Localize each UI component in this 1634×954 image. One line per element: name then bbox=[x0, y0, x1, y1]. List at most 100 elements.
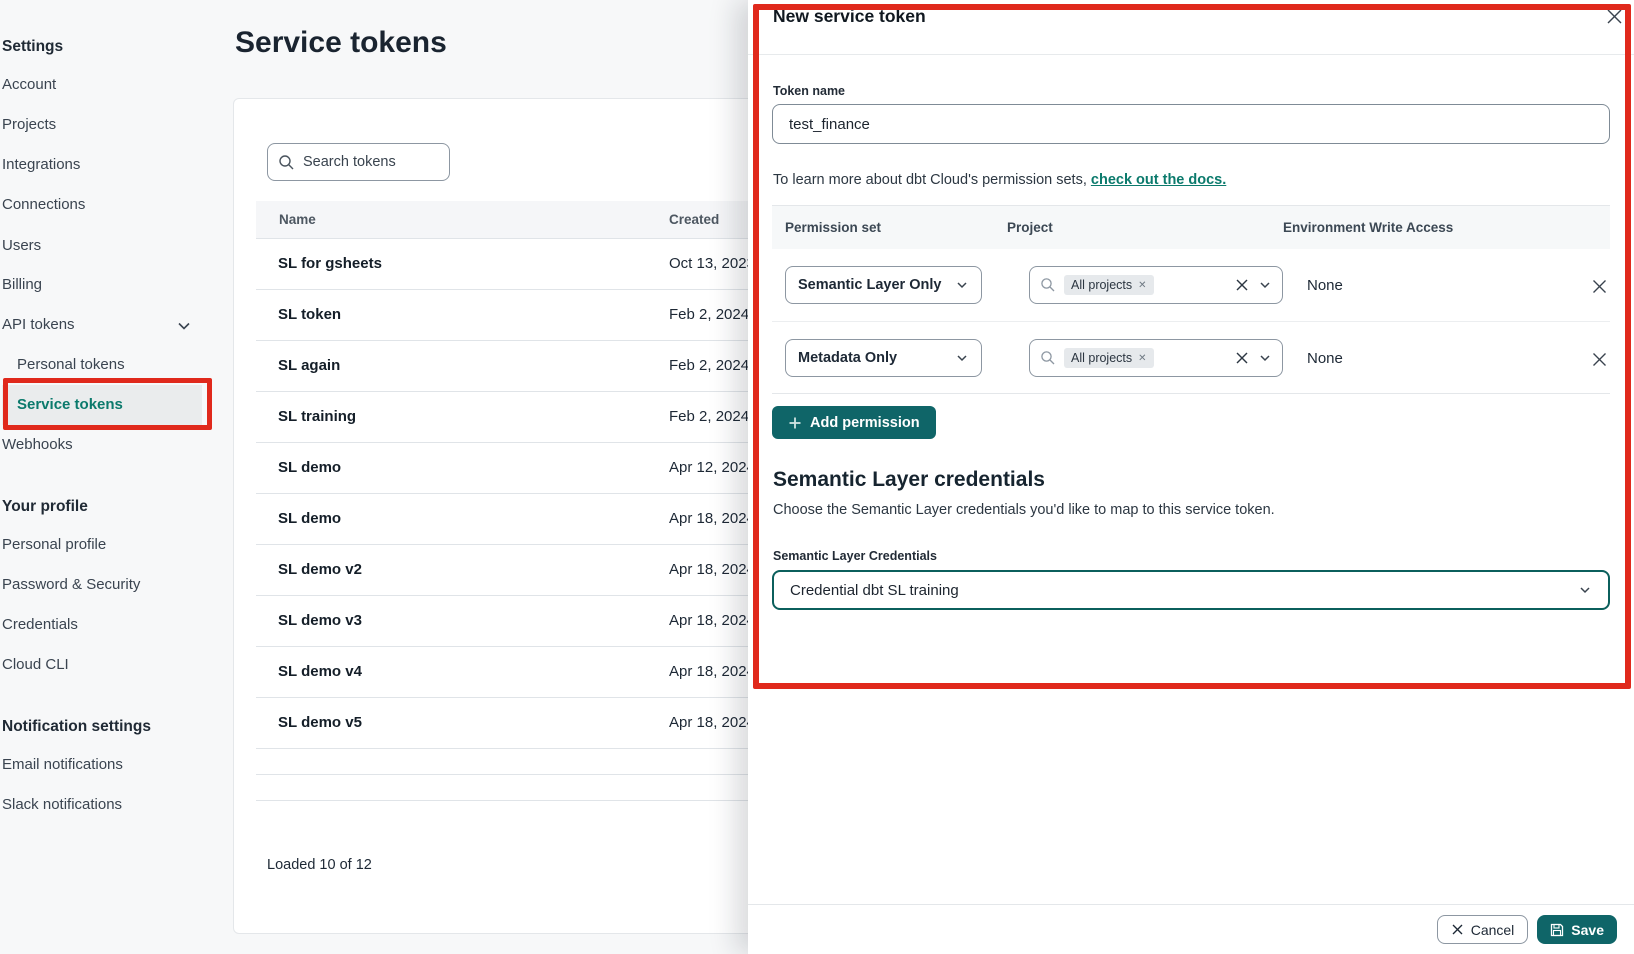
token-created: Apr 18, 2024, bbox=[669, 612, 760, 629]
sidebar-item-email-notifications[interactable]: Email notifications bbox=[2, 756, 123, 773]
token-name: SL demo bbox=[278, 510, 342, 527]
save-button[interactable]: Save bbox=[1537, 915, 1617, 944]
sidebar-item-users[interactable]: Users bbox=[2, 237, 42, 254]
token-created: Apr 18, 2024, bbox=[669, 714, 760, 731]
token-name-input[interactable] bbox=[772, 104, 1610, 144]
token-created: Oct 13, 2023, bbox=[669, 255, 760, 272]
sidebar-item-integrations[interactable]: Integrations bbox=[2, 156, 81, 173]
sidebar-item-projects[interactable]: Projects bbox=[2, 116, 57, 133]
remove-permission-icon[interactable] bbox=[1588, 348, 1610, 370]
project-chip[interactable]: All projects ✕ bbox=[1064, 348, 1154, 368]
chip-remove-icon[interactable]: ✕ bbox=[1138, 279, 1147, 291]
drawer-footer: Cancel Save bbox=[748, 904, 1634, 954]
sidebar-item-personal-profile[interactable]: Personal profile bbox=[2, 536, 107, 553]
docs-link[interactable]: check out the docs. bbox=[1090, 172, 1227, 188]
token-name-label: Token name bbox=[773, 84, 846, 98]
permission-docs-text: To learn more about dbt Cloud's permissi… bbox=[773, 172, 1226, 188]
token-name: SL token bbox=[278, 306, 342, 323]
sidebar-item-account[interactable]: Account bbox=[2, 76, 57, 93]
clear-selection-icon[interactable] bbox=[1234, 350, 1250, 366]
token-created: Apr 18, 2024, bbox=[669, 561, 760, 578]
sidebar-heading-your-profile: Your profile bbox=[2, 498, 88, 515]
token-created: Feb 2, 2024, 2 bbox=[669, 408, 766, 425]
drawer-header: New service token bbox=[748, 0, 1634, 55]
semantic-layer-credentials-select[interactable]: Credential dbt SL training bbox=[772, 570, 1610, 610]
token-name: SL demo v5 bbox=[278, 714, 362, 731]
permission-row: Semantic Layer Only All projects ✕ None bbox=[772, 249, 1610, 321]
semantic-layer-credentials-description: Choose the Semantic Layer credentials yo… bbox=[773, 502, 1275, 518]
sidebar-item-password-security[interactable]: Password & Security bbox=[2, 576, 141, 593]
permissions-table-header: Permission set Project Environment Write… bbox=[772, 205, 1610, 249]
remove-permission-icon[interactable] bbox=[1588, 275, 1610, 297]
save-label: Save bbox=[1571, 921, 1604, 938]
sidebar-item-api-tokens[interactable]: API tokens bbox=[2, 316, 75, 333]
close-icon[interactable] bbox=[1600, 2, 1628, 30]
chevron-down-icon bbox=[955, 278, 969, 292]
drawer-title: New service token bbox=[773, 6, 926, 26]
project-chip[interactable]: All projects ✕ bbox=[1064, 275, 1154, 295]
token-created: Feb 2, 2024, 1 bbox=[669, 306, 766, 323]
permission-set-select[interactable]: Semantic Layer Only bbox=[785, 266, 982, 304]
semantic-layer-credentials-label: Semantic Layer Credentials bbox=[773, 549, 937, 563]
clear-selection-icon[interactable] bbox=[1234, 277, 1250, 293]
chevron-down-icon bbox=[955, 351, 969, 365]
token-name: SL demo v2 bbox=[278, 561, 362, 578]
token-name: SL for gsheets bbox=[278, 255, 382, 272]
token-name: SL training bbox=[278, 408, 357, 425]
settings-sidebar: Settings Account Projects Integrations C… bbox=[0, 0, 212, 954]
sidebar-item-personal-tokens[interactable]: Personal tokens bbox=[17, 356, 125, 373]
project-multiselect[interactable]: All projects ✕ bbox=[1029, 266, 1283, 304]
permission-set-value: Semantic Layer Only bbox=[798, 277, 942, 293]
chip-remove-icon[interactable]: ✕ bbox=[1138, 352, 1147, 364]
search-tokens-box[interactable] bbox=[267, 143, 450, 181]
sidebar-item-webhooks[interactable]: Webhooks bbox=[2, 436, 73, 453]
column-header-name: Name bbox=[279, 212, 316, 227]
token-name: SL again bbox=[278, 357, 341, 374]
token-name: SL demo bbox=[278, 459, 342, 476]
chevron-down-icon[interactable] bbox=[176, 318, 192, 339]
column-header-created: Created bbox=[669, 212, 720, 227]
permissions-table-bottom-border bbox=[772, 393, 1610, 394]
token-created: Apr 18, 2024, bbox=[669, 510, 760, 527]
semantic-layer-credentials-heading: Semantic Layer credentials bbox=[773, 468, 1045, 491]
project-chip-label: All projects bbox=[1071, 278, 1133, 292]
column-header-project: Project bbox=[1007, 220, 1053, 235]
chevron-down-icon bbox=[1578, 583, 1592, 597]
add-permission-button[interactable]: Add permission bbox=[772, 406, 936, 439]
chevron-down-icon[interactable] bbox=[1258, 351, 1272, 365]
new-service-token-drawer: New service token Token name To learn mo… bbox=[748, 0, 1634, 954]
credentials-selected-value: Credential dbt SL training bbox=[790, 581, 959, 599]
column-header-permission-set: Permission set bbox=[785, 220, 882, 235]
sidebar-item-cloud-cli[interactable]: Cloud CLI bbox=[2, 656, 69, 673]
sidebar-item-slack-notifications[interactable]: Slack notifications bbox=[2, 796, 123, 813]
permission-row: Metadata Only All projects ✕ None bbox=[772, 321, 1610, 393]
plus-icon bbox=[788, 416, 802, 430]
add-permission-label: Add permission bbox=[810, 414, 920, 431]
sidebar-item-credentials[interactable]: Credentials bbox=[2, 616, 78, 633]
project-chip-label: All projects bbox=[1071, 351, 1133, 365]
token-created: Apr 18, 2024, bbox=[669, 663, 760, 680]
sidebar-item-connections[interactable]: Connections bbox=[2, 196, 86, 213]
environment-write-access-value: None bbox=[1307, 277, 1343, 294]
search-tokens-input[interactable] bbox=[303, 154, 423, 170]
permission-set-select[interactable]: Metadata Only bbox=[785, 339, 982, 377]
docs-prefix: To learn more about dbt Cloud's permissi… bbox=[773, 172, 1091, 188]
environment-write-access-value: None bbox=[1307, 350, 1343, 367]
loaded-count-note: Loaded 10 of 12 bbox=[267, 857, 372, 873]
sidebar-heading-settings: Settings bbox=[2, 38, 64, 55]
token-created: Feb 2, 2024, 1 bbox=[669, 357, 766, 374]
page-title: Service tokens bbox=[235, 26, 447, 59]
project-multiselect[interactable]: All projects ✕ bbox=[1029, 339, 1283, 377]
token-name: SL demo v4 bbox=[278, 663, 362, 680]
cancel-label: Cancel bbox=[1470, 921, 1515, 938]
column-header-environment-write-access: Environment Write Access bbox=[1283, 220, 1454, 235]
sidebar-item-service-tokens[interactable]: Service tokens bbox=[17, 396, 123, 413]
token-name: SL demo v3 bbox=[278, 612, 362, 629]
sidebar-item-billing[interactable]: Billing bbox=[2, 276, 43, 293]
chevron-down-icon[interactable] bbox=[1258, 278, 1272, 292]
search-icon bbox=[1040, 350, 1056, 366]
permission-set-value: Metadata Only bbox=[798, 350, 898, 366]
cancel-button[interactable]: Cancel bbox=[1436, 915, 1529, 944]
token-created: Apr 12, 2024, bbox=[669, 459, 760, 476]
